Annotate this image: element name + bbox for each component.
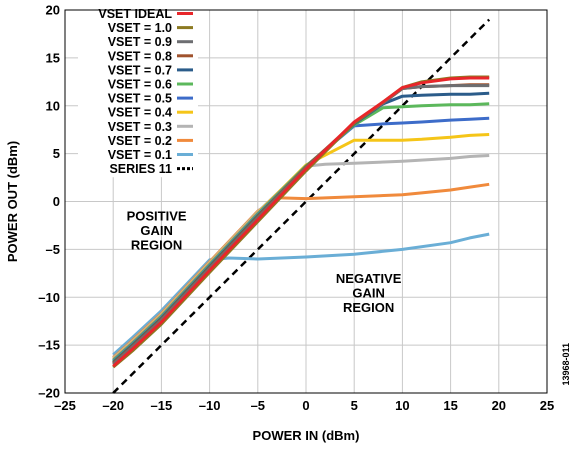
y-tick-label: 5	[53, 146, 60, 161]
y-tick-label: –15	[38, 338, 60, 353]
annotation-text: REGION	[131, 238, 182, 253]
legend-background	[78, 6, 198, 178]
legend-label: VSET = 0.7	[108, 63, 172, 77]
figure-id-label: 13968-011	[561, 343, 571, 386]
legend-label: SERIES 11	[109, 162, 172, 176]
y-tick-label: 20	[46, 3, 60, 18]
x-tick-label: –20	[102, 398, 124, 413]
legend-label: VSET = 0.3	[108, 120, 172, 134]
annotation-text: NEGATIVE	[336, 271, 402, 286]
annotation-text: GAIN	[352, 285, 385, 300]
legend-label: VSET = 0.6	[108, 78, 172, 92]
plot-frame	[64, 9, 548, 394]
legend-label: VSET = 0.5	[108, 92, 172, 106]
y-tick-label: –5	[46, 242, 60, 257]
x-tick-label: 5	[351, 398, 358, 413]
y-tick-label: 10	[46, 98, 60, 113]
legend-label: VSET = 0.9	[108, 35, 172, 49]
x-tick-label: –15	[151, 398, 173, 413]
x-tick-label: 20	[492, 398, 506, 413]
x-tick-label: –5	[251, 398, 265, 413]
legend-label: VSET = 0.4	[108, 106, 172, 120]
legend-label: VSET = 0.2	[108, 134, 172, 148]
y-tick-label: –10	[38, 290, 60, 305]
x-tick-label: 10	[395, 398, 409, 413]
legend-label: VSET IDEAL	[98, 7, 172, 21]
x-tick-label: –10	[199, 398, 221, 413]
y-tick-label: 0	[53, 194, 60, 209]
series-line-10	[112, 232, 490, 356]
annotation-text: REGION	[343, 300, 394, 315]
x-tick-labels: –25 –20 –15 –10 –5 0 5 10 15 20 25	[54, 398, 554, 413]
y-axis-label: POWER OUT (dBm)	[5, 141, 20, 262]
series-layer	[112, 18, 491, 394]
series-line-series-11	[112, 18, 491, 394]
y-tick-label: 15	[46, 50, 60, 65]
legend-label: VSET = 1.0	[108, 21, 172, 35]
y-tick-labels: –20 –15 –10 –5 0 5 10 15 20	[38, 3, 60, 401]
x-tick-label: 25	[540, 398, 554, 413]
x-tick-label: 0	[302, 398, 309, 413]
x-tick-label: 15	[443, 398, 457, 413]
legend-label: VSET = 0.1	[108, 148, 172, 162]
series-line-0	[112, 76, 490, 368]
x-axis-label: POWER IN (dBm)	[253, 428, 360, 443]
legend-label: VSET = 0.8	[108, 49, 172, 63]
x-tick-label: –25	[54, 398, 76, 413]
y-tick-label: –20	[38, 386, 60, 401]
annotation-text: POSITIVE	[127, 209, 187, 224]
annotation-text: GAIN	[140, 223, 173, 238]
